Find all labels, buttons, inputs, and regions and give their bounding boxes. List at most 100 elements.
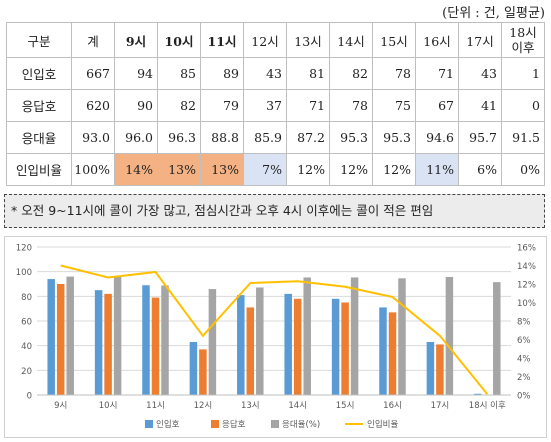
table-cell: 78 <box>329 89 373 122</box>
x-tick-label: 13시 <box>241 401 260 411</box>
legend-swatch <box>145 420 153 428</box>
table-cell: 0 <box>501 89 545 122</box>
x-tick-label: 12시 <box>194 401 213 411</box>
left-tick-label: 20 <box>21 367 32 377</box>
legend-label: 응대율(%) <box>282 420 320 430</box>
table-cell: 95.3 <box>329 121 373 154</box>
table-cell: 78 <box>372 57 416 90</box>
x-tick-label: 11시 <box>146 401 165 411</box>
table-cell: 91.5 <box>501 121 545 154</box>
stats-table: 구분 계 9시 10시 11시 12시 13시 14시 15시 16시 17시 … <box>6 22 545 186</box>
table-cell: 94 <box>114 57 158 90</box>
bar-incoming <box>47 279 55 395</box>
bar-incoming <box>426 341 435 395</box>
right-tick-label: 8% <box>517 318 531 328</box>
right-tick-label: 16% <box>517 244 536 254</box>
bar-answered <box>104 293 112 395</box>
table-cell: 88.8 <box>200 121 244 154</box>
table-cell: 12% <box>372 153 416 186</box>
x-tick-label: 17시 <box>431 401 450 411</box>
bar-rate <box>398 278 406 395</box>
x-tick-label: 10시 <box>99 401 118 411</box>
legend-label: 인입호 <box>156 419 180 430</box>
bar-incoming <box>474 393 482 395</box>
right-tick-label: 2% <box>517 373 531 383</box>
bar-answered <box>436 344 444 395</box>
bar-rate <box>256 287 264 395</box>
bar-incoming <box>142 285 150 395</box>
right-tick-label: 12% <box>517 281 536 291</box>
bar-incoming <box>284 293 292 395</box>
right-tick-label: 14% <box>517 262 536 272</box>
table-cell: 75 <box>372 89 416 122</box>
right-tick-label: 6% <box>517 336 531 346</box>
table-cell: 81 <box>286 57 330 90</box>
table-cell: 89 <box>200 57 244 90</box>
header-cell-last: 18시 이후 <box>501 22 545 58</box>
left-tick-label: 60 <box>21 318 32 328</box>
legend-swatch <box>271 420 279 428</box>
note-text: * 오전 9~11시에 콜이 가장 많고, 점심시간과 오후 4시 이후에는 콜… <box>11 203 434 218</box>
header-cell: 11시 <box>200 22 244 58</box>
header-cell: 17시 <box>458 22 502 58</box>
table-cell: 95.7 <box>458 121 502 154</box>
header-cell: 12시 <box>243 22 287 58</box>
left-tick-label: 40 <box>21 342 32 352</box>
x-tick-label: 16시 <box>383 401 402 411</box>
left-tick-label: 0 <box>27 392 32 402</box>
row-label: 응대율 <box>6 121 72 154</box>
bar-incoming <box>237 295 245 395</box>
table-cell: 43 <box>243 57 287 90</box>
left-tick-label: 100 <box>16 268 32 278</box>
table-cell: 96.0 <box>114 121 158 154</box>
unit-note: (단위 : 건, 일평균) <box>442 6 545 21</box>
table-cell: 82 <box>329 57 373 90</box>
table-cell: 87.2 <box>286 121 330 154</box>
table-cell: 6% <box>458 153 502 186</box>
bar-answered <box>246 307 255 395</box>
table-cell: 93.0 <box>71 121 115 154</box>
table-row: 응답호 620 90 82 79 37 71 78 75 67 41 0 <box>6 89 545 122</box>
row-label: 인입비율 <box>6 153 72 186</box>
table-cell: 41 <box>458 89 502 122</box>
table-cell-highlight: 11% <box>415 153 459 186</box>
bar-rate <box>350 277 359 395</box>
table-cell: 90 <box>114 89 158 122</box>
bar-rate <box>208 289 217 395</box>
table-cell: 43 <box>458 57 502 90</box>
bar-answered <box>388 312 397 395</box>
table-cell: 85.9 <box>243 121 287 154</box>
table-cell: 85 <box>157 57 201 90</box>
header-cell: 14시 <box>329 22 373 58</box>
bar-answered <box>151 297 160 395</box>
bar-answered <box>56 284 65 395</box>
table-cell: 0% <box>501 153 545 186</box>
line-ratio <box>60 264 489 395</box>
table-cell: 71 <box>286 89 330 122</box>
header-cell: 9시 <box>114 22 158 58</box>
table-cell: 12% <box>286 153 330 186</box>
legend-swatch <box>211 420 219 428</box>
x-tick-label: 14시 <box>288 401 307 411</box>
bar-rate <box>66 276 74 395</box>
table-cell: 100% <box>71 153 115 186</box>
bar-answered <box>199 349 207 395</box>
bar-rate <box>113 276 122 395</box>
x-tick-label: 15시 <box>336 401 355 411</box>
note-box: * 오전 9~11시에 콜이 가장 많고, 점심시간과 오후 4시 이후에는 콜… <box>4 194 545 228</box>
bar-answered <box>341 302 349 395</box>
left-tick-label: 80 <box>21 293 32 303</box>
table-row: 응대율 93.0 96.0 96.3 88.8 85.9 87.2 95.3 9… <box>6 121 545 154</box>
table-header-row: 구분 계 9시 10시 11시 12시 13시 14시 15시 16시 17시 … <box>6 22 545 58</box>
legend-label: 인입비율 <box>367 419 398 430</box>
header-cell: 16시 <box>415 22 459 58</box>
table-cell: 67 <box>415 89 459 122</box>
right-tick-label: 10% <box>517 299 536 309</box>
row-label: 인입호 <box>6 57 72 90</box>
right-tick-label: 4% <box>517 355 531 365</box>
bar-incoming <box>331 298 340 395</box>
table-cell: 71 <box>415 57 459 90</box>
row-label: 응답호 <box>6 89 72 122</box>
table-cell: 37 <box>243 89 287 122</box>
header-cell: 계 <box>71 22 115 58</box>
